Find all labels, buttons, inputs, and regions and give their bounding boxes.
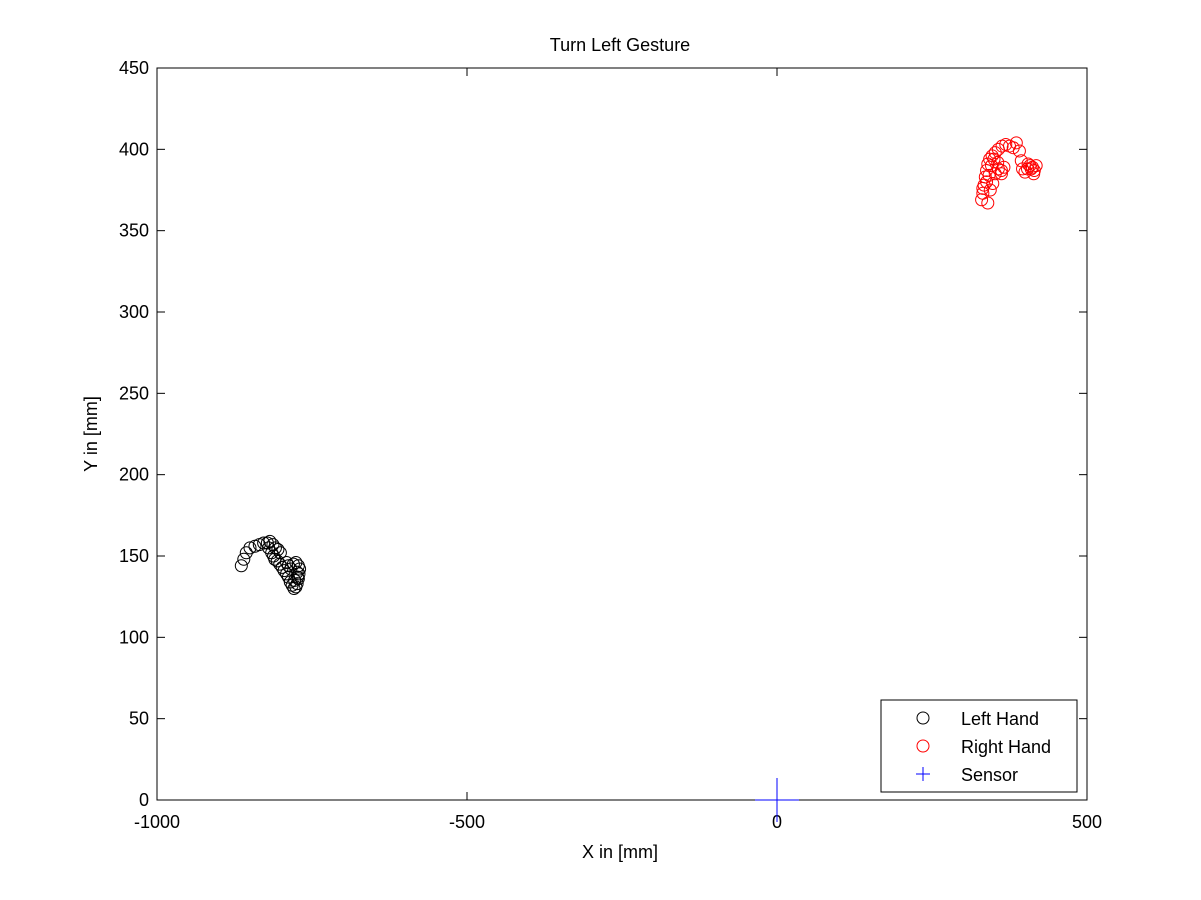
point-sensor: [755, 778, 799, 822]
point-left-hand: [284, 562, 298, 576]
y-axis-ticks: 0 50 100 150 200 250 300 350 400 450: [119, 58, 1087, 810]
point-left-hand: [271, 542, 285, 556]
y-tick-label: 50: [129, 709, 149, 729]
legend-entry-right-hand: Right Hand: [961, 737, 1051, 757]
point-left-hand: [266, 538, 280, 552]
point-right-hand: [1012, 144, 1026, 158]
point-right-hand: [982, 168, 996, 182]
point-left-hand: [237, 552, 251, 566]
series-left-hand: [234, 534, 307, 596]
y-tick-label: 300: [119, 302, 149, 322]
x-tick-label: 500: [1072, 812, 1102, 832]
axes-box: [156, 67, 1088, 801]
point-right-hand: [981, 196, 995, 210]
y-tick-label: 400: [119, 139, 149, 159]
legend-marker-left-hand: [916, 711, 930, 725]
legend-marker-sensor: [916, 767, 930, 781]
legend-entry-sensor: Sensor: [961, 765, 1018, 785]
point-right-hand: [985, 159, 999, 173]
legend-marker-right-hand: [916, 739, 930, 753]
x-tick-label: -1000: [134, 812, 180, 832]
point-right-hand: [983, 183, 997, 197]
point-left-hand: [257, 536, 271, 550]
point-right-hand: [1018, 165, 1032, 179]
legend-box: [880, 699, 1078, 793]
series-sensor: [755, 778, 799, 822]
point-left-hand: [277, 564, 291, 578]
point-right-hand: [991, 155, 1005, 169]
y-tick-label: 250: [119, 383, 149, 403]
legend-entry-left-hand: Left Hand: [961, 709, 1039, 729]
point-left-hand: [289, 556, 303, 570]
point-right-hand: [980, 175, 994, 189]
y-tick-label: 100: [119, 627, 149, 647]
point-left-hand: [243, 541, 257, 555]
y-tick-label: 0: [139, 790, 149, 810]
plot-area: -1000 -500 0 500 0 50 100 150 200 250 300 350 400 45…: [119, 58, 1102, 832]
x-tick-label: -500: [449, 812, 485, 832]
point-left-hand: [268, 552, 282, 566]
point-left-hand: [270, 554, 284, 568]
y-axis-label: Y in [mm]: [81, 396, 101, 472]
series-right-hand: [975, 136, 1043, 210]
point-right-hand: [987, 152, 1001, 166]
y-tick-label: 350: [119, 221, 149, 241]
y-tick-label: 450: [119, 58, 149, 78]
point-left-hand: [291, 559, 305, 573]
point-left-hand: [239, 546, 253, 560]
point-left-hand: [290, 577, 304, 591]
point-right-hand: [994, 167, 1008, 181]
point-right-hand: [988, 146, 1002, 160]
y-tick-label: 200: [119, 465, 149, 485]
point-left-hand: [291, 570, 305, 584]
point-left-hand: [290, 565, 304, 579]
chart-title: Turn Left Gesture: [550, 35, 690, 55]
point-left-hand: [234, 559, 248, 573]
point-left-hand: [268, 541, 282, 555]
point-left-hand: [273, 557, 287, 571]
y-tick-label: 150: [119, 546, 149, 566]
point-right-hand: [1009, 136, 1023, 150]
data-markers: [234, 136, 1043, 822]
point-left-hand: [280, 556, 294, 570]
legend: Left Hand Right Hand Sensor: [880, 699, 1078, 793]
x-axis-label: X in [mm]: [582, 842, 658, 862]
point-left-hand: [281, 559, 295, 573]
point-left-hand: [288, 573, 302, 587]
point-right-hand: [1021, 157, 1035, 171]
point-right-hand: [976, 181, 990, 195]
